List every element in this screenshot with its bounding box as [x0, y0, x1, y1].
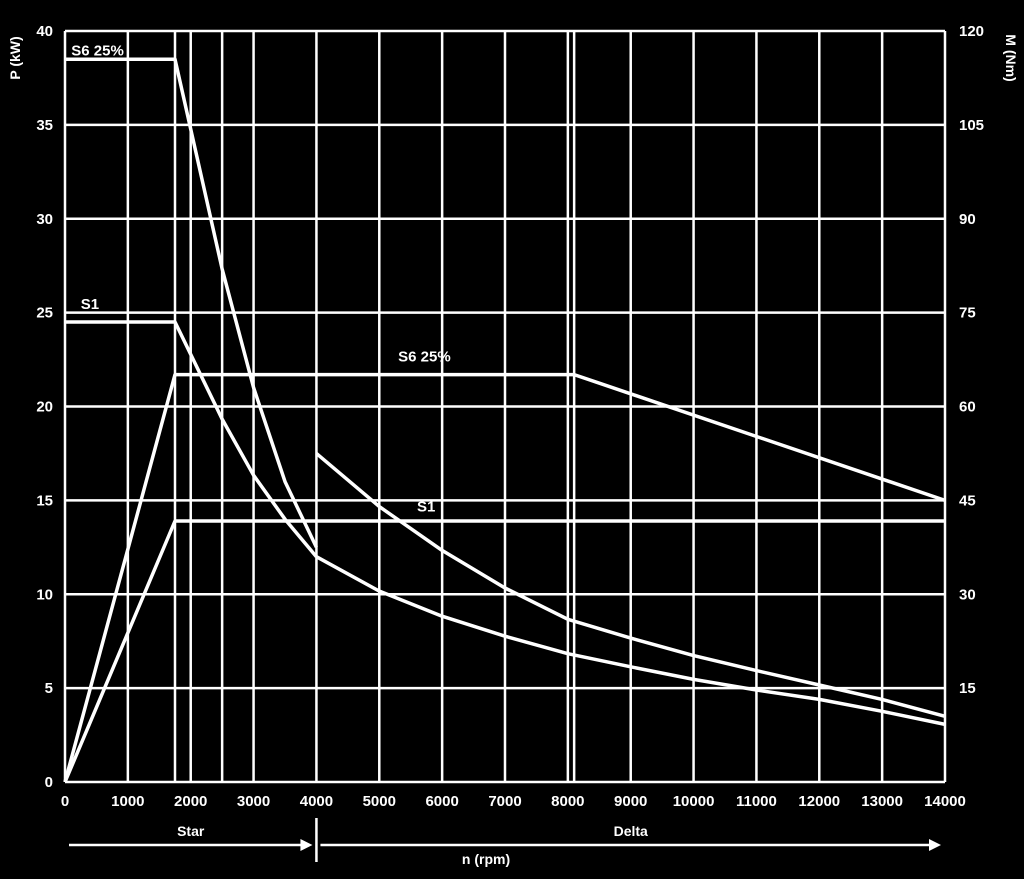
curve-label: S1 [417, 499, 435, 516]
y-right-axis-title: M (Nm) [1003, 34, 1019, 81]
x-tick-label: 12000 [798, 793, 840, 810]
x-tick-label: 2000 [174, 793, 207, 810]
x-tick-label: 14000 [924, 793, 966, 810]
y-left-tick-label: 0 [45, 774, 53, 791]
series-line-2 [63, 372, 946, 783]
x-tick-label: 13000 [861, 793, 903, 810]
x-tick-label: 3000 [237, 793, 270, 810]
curves [63, 57, 946, 783]
x-tick-label: 10000 [673, 793, 715, 810]
y-right-tick-label: 105 [959, 117, 984, 134]
x-tick-label: 5000 [363, 793, 396, 810]
x-tick-label: 6000 [425, 793, 458, 810]
y-left-tick-label: 30 [36, 211, 53, 228]
y-left-tick-label: 40 [36, 23, 53, 40]
series-line-0 [65, 57, 318, 549]
y-right-tick-label: 60 [959, 399, 976, 416]
y-left-tick-label: 10 [36, 586, 53, 603]
y-right-tick-label: 45 [959, 492, 976, 509]
y-left-axis-title: P (kW) [7, 36, 23, 79]
series-line-4 [315, 452, 946, 718]
y-right-tick-label: 90 [959, 211, 976, 228]
x-tick-label: 9000 [614, 793, 647, 810]
mode-label: Delta [614, 823, 648, 839]
curve-label: S1 [81, 296, 99, 313]
x-axis-title: n (rpm) [462, 851, 510, 867]
x-tick-label: 0 [61, 793, 69, 810]
x-tick-label: 11000 [736, 793, 777, 810]
mode-arrow-head [300, 839, 313, 851]
y-left-tick-label: 20 [36, 399, 53, 416]
connection-modes: Star Delta [69, 818, 941, 862]
y-right-tick-label: 75 [959, 305, 976, 322]
y-right-tick-label: 30 [959, 586, 976, 603]
x-tick-label: 7000 [488, 793, 521, 810]
series-line-3 [63, 519, 945, 783]
annotations: S6 25% S1 S6 25% S1 [71, 42, 450, 515]
mode-arrow-head [929, 839, 941, 851]
x-tick-label: 8000 [551, 793, 584, 810]
series-line-1 [65, 320, 318, 558]
y-left-tick-label: 15 [36, 492, 53, 509]
tick-labels: 0 1000 2000 3000 4000 5000 6000 7000 8000 9000 100… [36, 23, 984, 810]
mode-label: Star [177, 823, 205, 839]
curve-label: S6 25% [71, 42, 124, 59]
grid [63, 29, 947, 784]
y-left-tick-label: 5 [45, 680, 53, 697]
y-right-tick-label: 120 [959, 23, 984, 40]
y-left-tick-label: 35 [36, 117, 53, 134]
series-line-5 [315, 555, 946, 727]
y-right-tick-label: 15 [959, 680, 976, 697]
curve-label: S6 25% [398, 348, 451, 365]
x-tick-label: 1000 [111, 793, 144, 810]
x-tick-label: 4000 [300, 793, 333, 810]
y-left-tick-label: 25 [36, 305, 53, 322]
